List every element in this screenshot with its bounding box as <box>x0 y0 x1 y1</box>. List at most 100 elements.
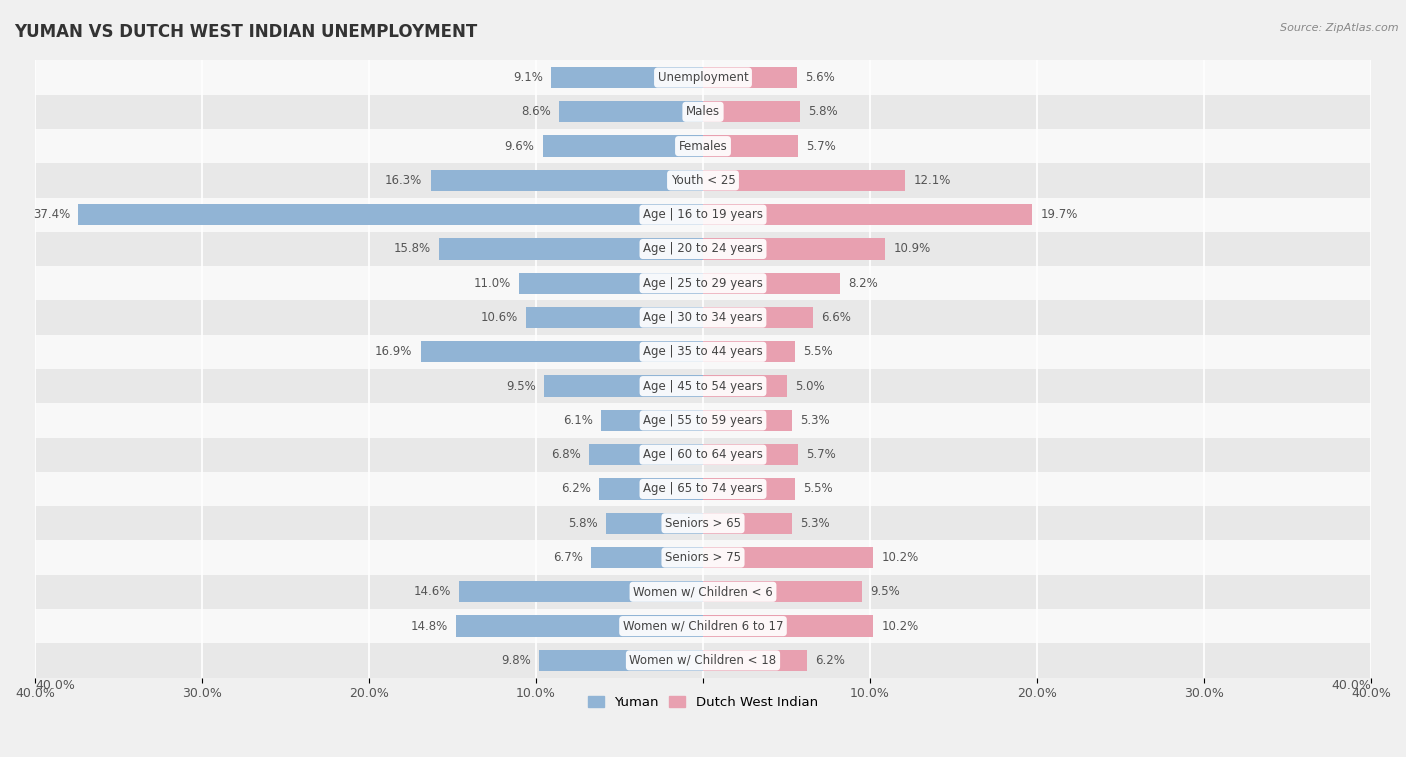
Text: 12.1%: 12.1% <box>914 174 950 187</box>
Text: Age | 20 to 24 years: Age | 20 to 24 years <box>643 242 763 255</box>
Text: 6.7%: 6.7% <box>553 551 582 564</box>
Text: 5.8%: 5.8% <box>808 105 838 118</box>
Bar <box>35 301 1371 335</box>
Bar <box>544 375 703 397</box>
Bar <box>430 170 703 191</box>
Bar <box>703 410 792 431</box>
Text: Seniors > 75: Seniors > 75 <box>665 551 741 564</box>
Bar <box>703 341 794 363</box>
Bar <box>35 335 1371 369</box>
Bar <box>703 204 1032 226</box>
Text: 19.7%: 19.7% <box>1040 208 1078 221</box>
Bar <box>703 67 797 88</box>
Bar <box>35 506 1371 540</box>
Bar <box>420 341 703 363</box>
Bar <box>35 61 1371 95</box>
Bar <box>602 410 703 431</box>
Text: 40.0%: 40.0% <box>35 679 75 692</box>
Bar <box>599 478 703 500</box>
Text: Women w/ Children < 18: Women w/ Children < 18 <box>630 654 776 667</box>
Text: Females: Females <box>679 139 727 153</box>
Text: Women w/ Children < 6: Women w/ Children < 6 <box>633 585 773 598</box>
Text: Seniors > 65: Seniors > 65 <box>665 517 741 530</box>
Text: 14.6%: 14.6% <box>413 585 451 598</box>
Text: 5.0%: 5.0% <box>794 379 824 393</box>
Text: 10.2%: 10.2% <box>882 551 920 564</box>
Text: Age | 60 to 64 years: Age | 60 to 64 years <box>643 448 763 461</box>
Text: 10.6%: 10.6% <box>481 311 517 324</box>
Bar <box>35 609 1371 643</box>
Bar <box>35 266 1371 301</box>
Text: 5.5%: 5.5% <box>803 345 832 358</box>
Bar <box>606 512 703 534</box>
Bar <box>703 101 800 123</box>
Bar <box>703 512 792 534</box>
Bar <box>589 444 703 466</box>
Bar <box>35 198 1371 232</box>
Bar <box>35 575 1371 609</box>
Bar <box>703 615 873 637</box>
Text: Males: Males <box>686 105 720 118</box>
Bar <box>703 581 862 603</box>
Bar <box>703 650 807 671</box>
Bar <box>460 581 703 603</box>
Text: 6.2%: 6.2% <box>561 482 591 496</box>
Bar <box>35 438 1371 472</box>
Bar <box>703 444 799 466</box>
Text: 9.5%: 9.5% <box>506 379 536 393</box>
Text: 6.2%: 6.2% <box>815 654 845 667</box>
Text: 8.2%: 8.2% <box>848 277 879 290</box>
Text: Youth < 25: Youth < 25 <box>671 174 735 187</box>
Text: Source: ZipAtlas.com: Source: ZipAtlas.com <box>1281 23 1399 33</box>
Bar <box>519 273 703 294</box>
Text: Age | 35 to 44 years: Age | 35 to 44 years <box>643 345 763 358</box>
Text: 9.1%: 9.1% <box>513 71 543 84</box>
Text: Women w/ Children 6 to 17: Women w/ Children 6 to 17 <box>623 619 783 633</box>
Text: 6.6%: 6.6% <box>821 311 852 324</box>
Bar <box>703 170 905 191</box>
Text: 10.9%: 10.9% <box>893 242 931 255</box>
Text: 9.5%: 9.5% <box>870 585 900 598</box>
Text: Age | 65 to 74 years: Age | 65 to 74 years <box>643 482 763 496</box>
Text: 5.3%: 5.3% <box>800 414 830 427</box>
Bar <box>79 204 703 226</box>
Bar <box>703 547 873 569</box>
Text: 5.3%: 5.3% <box>800 517 830 530</box>
Text: Age | 25 to 29 years: Age | 25 to 29 years <box>643 277 763 290</box>
Legend: Yuman, Dutch West Indian: Yuman, Dutch West Indian <box>582 690 824 714</box>
Bar <box>456 615 703 637</box>
Text: Age | 55 to 59 years: Age | 55 to 59 years <box>643 414 763 427</box>
Text: 6.8%: 6.8% <box>551 448 581 461</box>
Text: 40.0%: 40.0% <box>1331 679 1371 692</box>
Bar <box>703 238 884 260</box>
Bar <box>35 232 1371 266</box>
Text: 11.0%: 11.0% <box>474 277 510 290</box>
Bar <box>35 403 1371 438</box>
Text: 5.7%: 5.7% <box>807 139 837 153</box>
Bar <box>703 478 794 500</box>
Text: Age | 16 to 19 years: Age | 16 to 19 years <box>643 208 763 221</box>
Text: 16.9%: 16.9% <box>375 345 412 358</box>
Text: Age | 45 to 54 years: Age | 45 to 54 years <box>643 379 763 393</box>
Text: 5.8%: 5.8% <box>568 517 598 530</box>
Text: 9.8%: 9.8% <box>501 654 531 667</box>
Text: 8.6%: 8.6% <box>522 105 551 118</box>
Text: 5.6%: 5.6% <box>804 71 835 84</box>
Bar <box>35 540 1371 575</box>
Text: 14.8%: 14.8% <box>411 619 447 633</box>
Text: 5.7%: 5.7% <box>807 448 837 461</box>
Bar <box>703 307 813 329</box>
Bar <box>526 307 703 329</box>
Bar <box>35 95 1371 129</box>
Bar <box>703 375 786 397</box>
Text: 16.3%: 16.3% <box>385 174 422 187</box>
Bar <box>543 136 703 157</box>
Bar <box>703 273 839 294</box>
Bar <box>560 101 703 123</box>
Text: 10.2%: 10.2% <box>882 619 920 633</box>
Bar <box>540 650 703 671</box>
Bar <box>551 67 703 88</box>
Bar <box>591 547 703 569</box>
Text: Age | 30 to 34 years: Age | 30 to 34 years <box>643 311 763 324</box>
Bar <box>35 643 1371 678</box>
